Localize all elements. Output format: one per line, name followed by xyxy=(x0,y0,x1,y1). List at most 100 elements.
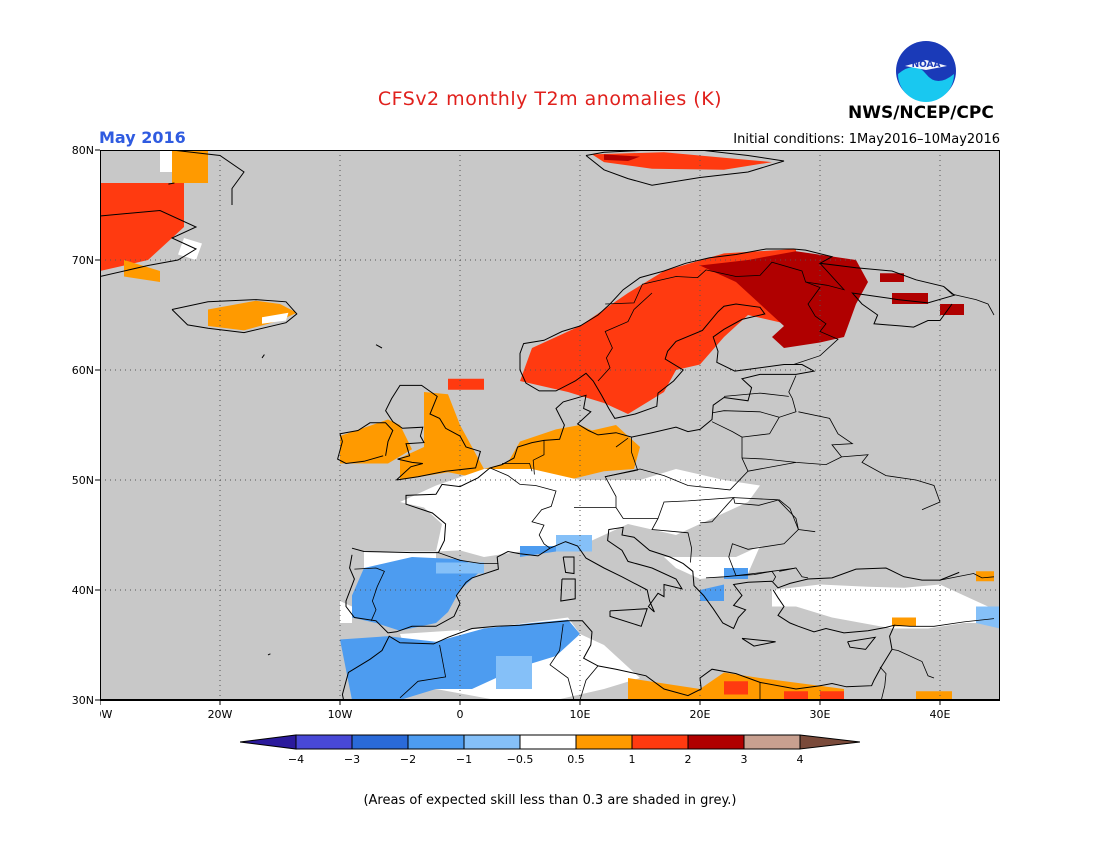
anomaly-region-white-central xyxy=(340,601,352,623)
anomaly-region-greenland-orange xyxy=(172,150,208,183)
anomaly-region-orange-south xyxy=(976,571,994,582)
colorbar-segment xyxy=(743,734,801,750)
colorbar-segment xyxy=(687,734,745,750)
country-border xyxy=(502,463,533,472)
colorbar-label: −3 xyxy=(344,753,360,766)
coastline xyxy=(847,636,877,650)
country-border xyxy=(891,649,935,679)
country-border xyxy=(711,410,780,418)
colorbar-segment xyxy=(631,734,689,750)
map-title: CFSv2 monthly T2m anomalies (K) xyxy=(377,88,723,110)
anomaly-region-light-blue xyxy=(556,535,592,552)
anomaly-region-red-south xyxy=(784,691,808,700)
anomaly-region-iceland xyxy=(208,300,297,331)
x-tick-label: 40E xyxy=(930,708,951,721)
anomaly-region-orange-south xyxy=(892,617,916,627)
country-border xyxy=(579,665,599,700)
coastline xyxy=(341,589,896,700)
x-tick-label: 0 xyxy=(457,708,464,721)
country-border xyxy=(532,440,545,475)
y-axis-labels: 80N 70N 60N 50N 40N 30N xyxy=(72,144,100,707)
x-tick-label: 30W xyxy=(100,708,113,721)
coastline xyxy=(171,299,298,334)
x-tick-label: 20E xyxy=(690,708,711,721)
colorbar-segment xyxy=(407,734,465,750)
country-border xyxy=(399,644,447,699)
x-tick-label: 30E xyxy=(810,708,831,721)
forecast-month: May 2016 xyxy=(99,128,186,147)
country-border xyxy=(894,618,995,627)
y-tick-label: 60N xyxy=(72,364,94,377)
colorbar-label: −2 xyxy=(400,753,416,766)
country-border xyxy=(549,624,575,700)
x-tick-label: 10W xyxy=(328,708,353,721)
colorbar-arrow-high xyxy=(799,734,860,750)
colorbar-segment xyxy=(463,734,521,750)
anomaly-region-white-central xyxy=(400,469,760,557)
coastline xyxy=(562,556,575,575)
anomaly-region-blue xyxy=(352,557,484,631)
colorbar-label: 3 xyxy=(741,753,748,766)
anomaly-region-scandinavia-red xyxy=(448,378,484,390)
svg-text:NOAA: NOAA xyxy=(912,60,941,70)
country-border xyxy=(615,497,735,524)
x-tick-label: 10E xyxy=(570,708,591,721)
anomaly-region-red-south xyxy=(820,691,844,700)
initial-conditions: Initial conditions: 1May2016–10May2016 xyxy=(733,132,1000,147)
country-border xyxy=(615,437,629,448)
anomaly-region-north-dark xyxy=(880,273,904,282)
colorbar-label: 0.5 xyxy=(567,753,585,766)
coastline xyxy=(609,608,648,627)
coastline xyxy=(560,578,576,602)
country-border xyxy=(939,573,995,581)
country-border xyxy=(747,462,797,472)
anomaly-region-spitsbergen-dark xyxy=(604,154,640,161)
colorbar-segment xyxy=(575,734,633,750)
country-border xyxy=(741,375,797,438)
anomaly-region-light-blue xyxy=(496,656,532,689)
coastline xyxy=(351,248,956,554)
country-border xyxy=(733,497,816,533)
agency-label: NWS/NCEP/CPC xyxy=(848,103,994,123)
country-border xyxy=(651,518,693,563)
y-tick-label: 50N xyxy=(72,474,94,487)
country-border xyxy=(597,292,653,382)
colorbar-label: −0.5 xyxy=(507,753,534,766)
coastline xyxy=(375,344,383,349)
colorbar: −4 −3 −2 −1 −0.5 0.5 1 2 3 4 xyxy=(240,734,860,766)
y-tick-label: 30N xyxy=(72,694,94,707)
coastline xyxy=(100,209,198,277)
country-border xyxy=(805,263,846,291)
colorbar-label: −1 xyxy=(456,753,472,766)
anomaly-region-white-central xyxy=(772,584,988,629)
coastline xyxy=(337,422,394,465)
x-tick-label: 20W xyxy=(208,708,233,721)
anomaly-region-red-south xyxy=(724,681,748,695)
colorbar-segment xyxy=(519,734,577,750)
coastline xyxy=(171,150,245,205)
coastline xyxy=(267,653,271,656)
coastline xyxy=(741,637,776,647)
anomaly-region-light-blue xyxy=(976,606,1000,629)
anomaly-region-north-dark xyxy=(940,304,964,315)
country-border xyxy=(879,666,887,700)
coastline xyxy=(385,384,482,481)
country-border xyxy=(705,570,777,582)
country-border xyxy=(489,467,557,549)
country-border xyxy=(723,392,789,397)
anomaly-region-blue xyxy=(724,568,748,579)
y-tick-label: 40N xyxy=(72,584,94,597)
anomaly-region-iceland-white xyxy=(262,312,289,324)
country-border xyxy=(741,454,941,511)
anomaly-region-north-dark xyxy=(892,293,928,304)
noaa-logo-icon: NOAA xyxy=(896,41,956,102)
anomaly-region-blue xyxy=(520,546,556,557)
country-border xyxy=(779,567,809,579)
anomaly-region-greenland-white xyxy=(160,150,172,172)
country-border xyxy=(605,261,839,365)
country-border xyxy=(798,411,854,458)
anomaly-region-greenland-orange xyxy=(124,260,160,282)
colorbar-label: 1 xyxy=(629,753,636,766)
map-frame xyxy=(100,150,1000,701)
colorbar-label: 4 xyxy=(797,753,804,766)
